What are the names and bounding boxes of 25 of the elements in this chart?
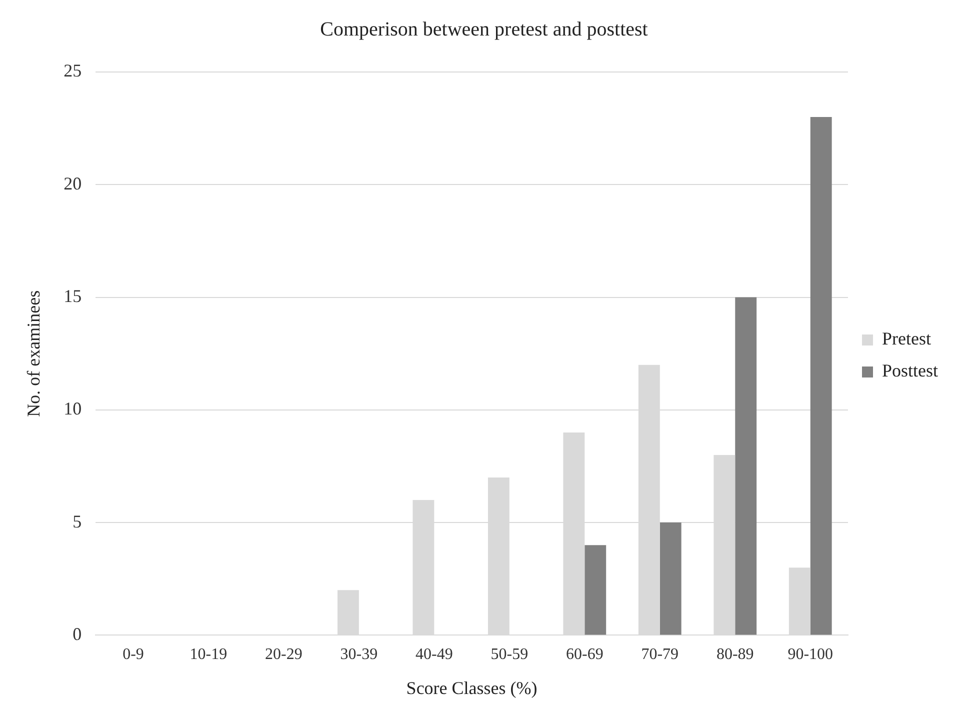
bar (810, 117, 832, 635)
x-tick-label: 20-29 (265, 646, 302, 664)
y-tick-label: 25 (64, 60, 82, 81)
y-tick-label: 10 (64, 398, 82, 419)
y-tick-label: 15 (64, 286, 82, 306)
bar (660, 522, 682, 635)
y-tick-label: 0 (72, 624, 82, 644)
legend-label: Posttest (882, 360, 938, 381)
x-axis-title: Score Classes (%) (406, 678, 538, 698)
y-tick-label: 20 (64, 173, 82, 194)
x-tick-label: 0-9 (122, 646, 144, 664)
legend-label: Pretest (882, 328, 931, 349)
x-tick-label: 10-19 (190, 646, 228, 664)
x-tick-label: 40-49 (416, 646, 453, 664)
x-tick-label: 60-69 (566, 646, 604, 664)
x-tick-label: 90-100 (788, 646, 834, 664)
y-tick-label: 5 (72, 511, 82, 532)
y-axis-title: No. of examinees (24, 290, 44, 417)
x-tick-label: 80-89 (716, 646, 754, 664)
chart-title: Comperison between pretest and posttest (320, 18, 648, 40)
x-tick-label: 70-79 (641, 646, 679, 664)
x-tick-label: 50-59 (490, 646, 528, 664)
x-tick-label: 30-39 (340, 646, 378, 664)
bar (735, 297, 757, 635)
bar (584, 545, 606, 635)
